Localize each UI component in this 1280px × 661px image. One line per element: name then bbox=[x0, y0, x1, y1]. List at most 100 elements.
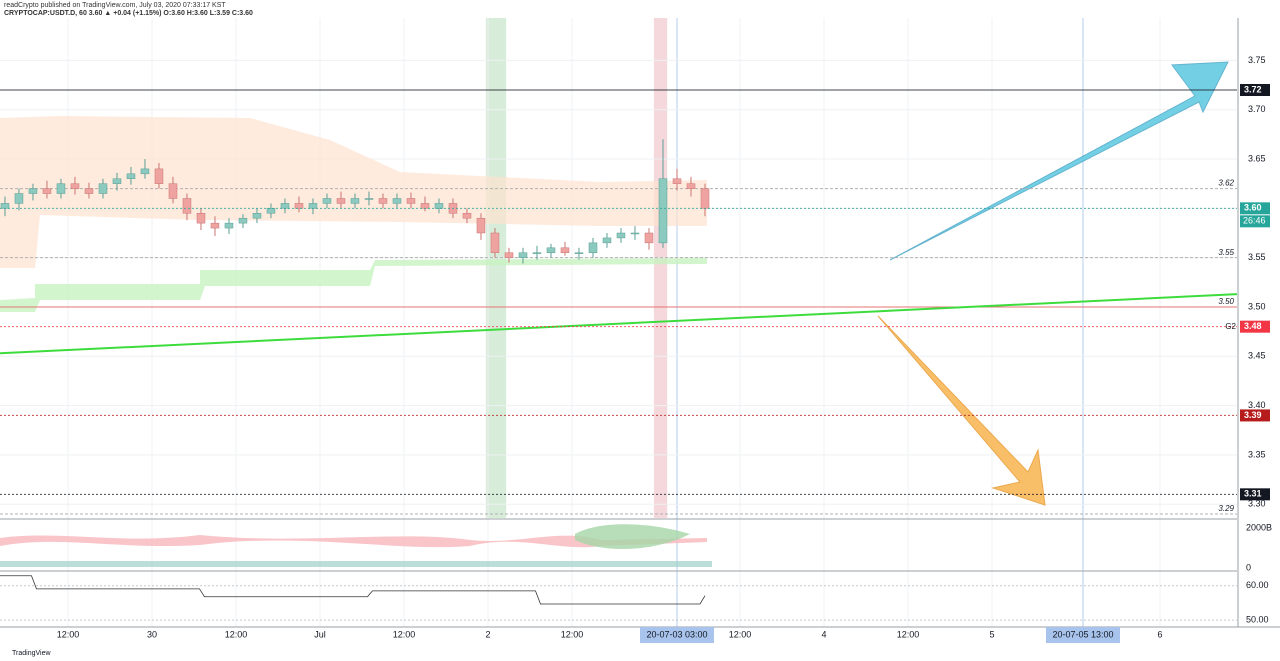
price-tag bbox=[1240, 202, 1270, 215]
y-tick-label: 3.40 bbox=[1248, 400, 1266, 410]
candle-body bbox=[518, 252, 528, 258]
candle-body bbox=[70, 183, 80, 189]
candle-body bbox=[686, 183, 696, 189]
candle-body bbox=[658, 178, 668, 244]
volume-tick-label: 2000B bbox=[1246, 522, 1272, 532]
rsi-line bbox=[0, 575, 706, 605]
x-tick-label: 20-07-05 13:00 bbox=[1052, 629, 1113, 639]
candle-body bbox=[546, 247, 556, 253]
candle-body bbox=[644, 232, 654, 244]
level-label: 3.50 bbox=[1218, 297, 1234, 306]
volume-shape bbox=[575, 524, 690, 550]
candle-body bbox=[336, 198, 346, 204]
y-tick-label: 3.45 bbox=[1248, 351, 1266, 361]
price-tag-label: 3.72 bbox=[1244, 84, 1262, 94]
candle-body bbox=[462, 213, 472, 219]
candle-body bbox=[56, 183, 66, 194]
candle-body bbox=[672, 178, 682, 184]
rsi-tick-label: 60.00 bbox=[1246, 580, 1269, 590]
candle-body bbox=[574, 252, 584, 254]
x-tick-label: 4 bbox=[821, 629, 826, 639]
x-tick-label: 12:00 bbox=[225, 629, 248, 639]
rsi-tick-label: 50.00 bbox=[1246, 615, 1269, 625]
candle-body bbox=[84, 188, 94, 194]
candle-body bbox=[168, 183, 178, 199]
countdown-tag bbox=[1240, 215, 1270, 228]
candle-body bbox=[14, 193, 24, 204]
y-tick-label: 3.55 bbox=[1248, 252, 1266, 262]
candle-body bbox=[280, 203, 290, 209]
candle-body bbox=[392, 198, 402, 204]
candle-body bbox=[210, 222, 220, 229]
candle-body bbox=[224, 222, 234, 229]
candle-body bbox=[0, 203, 10, 209]
x-tick-label: 30 bbox=[147, 629, 157, 639]
candle-body bbox=[98, 183, 108, 194]
level-label: 3.29 bbox=[1218, 504, 1234, 513]
candle-body bbox=[504, 252, 514, 258]
candle-body bbox=[294, 203, 304, 209]
highlight bbox=[485, 18, 507, 518]
header-line2: CRYPTOCAP:USDT.D, 60 3.60 ▲ +0.04 (+1.15… bbox=[4, 10, 253, 17]
x-tick-label: 12:00 bbox=[57, 629, 80, 639]
candle-body bbox=[476, 217, 486, 234]
level-note: G2 bbox=[1225, 322, 1236, 331]
x-tick-highlight bbox=[1045, 627, 1120, 643]
arrow-down bbox=[877, 315, 1046, 506]
x-tick-label: 12:00 bbox=[393, 629, 416, 639]
candle-body bbox=[196, 213, 206, 224]
cloud bbox=[0, 258, 707, 312]
candle-body bbox=[532, 252, 542, 254]
x-tick-highlight bbox=[639, 627, 714, 643]
candle-body bbox=[490, 232, 500, 253]
candle-body bbox=[140, 168, 150, 175]
candle-body bbox=[630, 232, 640, 235]
candle-body bbox=[588, 242, 598, 253]
x-tick-label: 20-07-03 03:00 bbox=[646, 629, 707, 639]
price-tag-label: 3.60 bbox=[1244, 203, 1262, 213]
band bbox=[0, 116, 707, 268]
y-tick-label: 3.65 bbox=[1248, 153, 1266, 163]
x-tick-label: 6 bbox=[1157, 629, 1162, 639]
candle-body bbox=[126, 173, 136, 179]
candle-body bbox=[238, 217, 248, 224]
level-label: 3.62 bbox=[1218, 179, 1234, 188]
y-tick-label: 3.35 bbox=[1248, 449, 1266, 459]
x-tick-label: 5 bbox=[989, 629, 994, 639]
x-tick-label: 2 bbox=[485, 629, 490, 639]
candle-body bbox=[560, 247, 570, 253]
candle-body bbox=[28, 188, 38, 194]
y-tick-label: 3.30 bbox=[1248, 499, 1266, 509]
arrow-up bbox=[889, 61, 1229, 261]
price-tag bbox=[1240, 320, 1270, 333]
price-tag bbox=[1240, 488, 1270, 501]
trendline bbox=[0, 293, 1238, 355]
candle-body bbox=[42, 188, 52, 194]
x-tick-label: 12:00 bbox=[729, 629, 752, 639]
candle-body bbox=[434, 203, 444, 209]
volume-strip bbox=[0, 561, 712, 567]
candle-body bbox=[154, 168, 164, 184]
x-tick-label: Jul bbox=[314, 629, 326, 639]
candle-body bbox=[602, 237, 612, 244]
price-tag-label: 3.48 bbox=[1244, 321, 1262, 331]
volume-tick-label: 0 bbox=[1246, 562, 1251, 572]
candle-body bbox=[308, 203, 318, 209]
y-tick-label: 3.50 bbox=[1248, 301, 1266, 311]
candle-body bbox=[322, 198, 332, 204]
price-tag bbox=[1240, 409, 1270, 422]
y-tick-label: 3.75 bbox=[1248, 55, 1266, 65]
candle-body bbox=[406, 198, 416, 204]
price-tag-label: 3.39 bbox=[1244, 410, 1262, 420]
candle-body bbox=[616, 232, 626, 239]
countdown-label: 26:46 bbox=[1243, 216, 1266, 226]
volume-shape bbox=[0, 535, 707, 548]
candle-body bbox=[700, 188, 710, 209]
candle-body bbox=[112, 178, 122, 184]
candle-body bbox=[378, 198, 388, 204]
x-tick-label: 12:00 bbox=[897, 629, 920, 639]
candle-body bbox=[182, 198, 192, 214]
candle-body bbox=[266, 208, 276, 214]
candle-body bbox=[420, 203, 430, 209]
